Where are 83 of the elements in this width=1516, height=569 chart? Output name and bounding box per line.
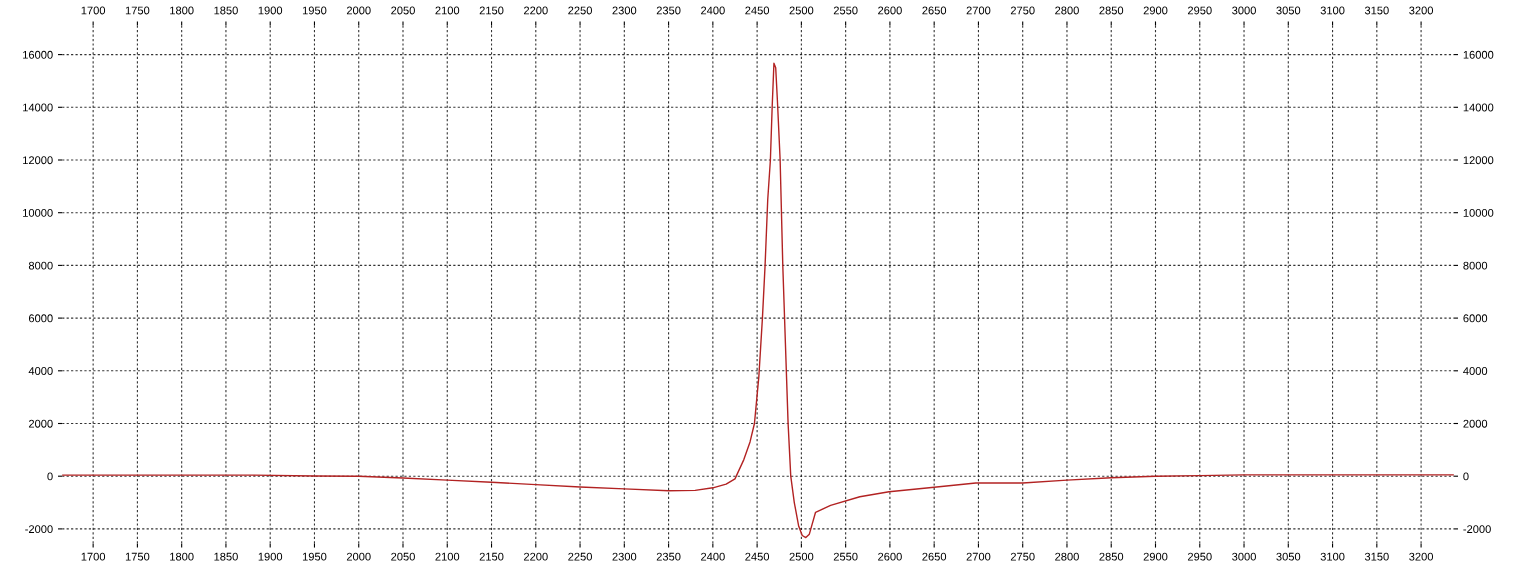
y-tick-label: 4000 — [28, 367, 53, 375]
x2-tick-label: 3100 — [1320, 6, 1345, 15]
x-tick-label: 1950 — [302, 552, 327, 561]
x-tick-label: 2900 — [1143, 552, 1168, 561]
x-tick-label: 2250 — [568, 552, 592, 561]
x2-tick-label: 2500 — [789, 6, 814, 15]
y2-tick-label: 6000 — [1463, 314, 1488, 323]
x2-tick-label: 1700 — [81, 6, 106, 15]
x2-tick-label: 2200 — [523, 6, 548, 15]
x-tick-label: 2100 — [435, 552, 460, 561]
y2-tick-label: 4000 — [1463, 367, 1488, 375]
x2-tick-label: 2600 — [878, 6, 902, 15]
x2-tick-label: 2000 — [346, 6, 371, 15]
x-tick-label: 2300 — [612, 552, 637, 561]
y-tick-label: -2000 — [25, 525, 53, 534]
x-tick-label: 1800 — [170, 552, 194, 561]
x-tick-label: 2550 — [833, 552, 858, 561]
x-tick-label: 3150 — [1364, 552, 1389, 561]
x-tick-label: 2700 — [966, 552, 991, 561]
y2-tick-label: 16000 — [1463, 50, 1494, 59]
x-tick-label: 1900 — [258, 552, 283, 561]
y2-tick-label: 14000 — [1463, 103, 1494, 112]
x-tick-label: 2150 — [479, 552, 504, 561]
x-tick-label: 2000 — [346, 552, 371, 561]
x2-tick-label: 2350 — [656, 6, 681, 15]
x-tick-label: 1850 — [214, 552, 238, 561]
y2-tick-label: 10000 — [1463, 208, 1494, 217]
y-tick-label: 16000 — [23, 50, 53, 59]
x2-tick-label: 1850 — [214, 6, 238, 15]
x2-tick-label: 2950 — [1187, 6, 1212, 15]
x-tick-label: 2200 — [523, 552, 548, 561]
x2-tick-label: 2100 — [435, 6, 460, 15]
x2-tick-label: 2700 — [966, 6, 991, 15]
x2-tick-label: 2450 — [745, 6, 770, 15]
x2-tick-label: 1950 — [302, 6, 327, 15]
x-tick-label: 2650 — [922, 552, 947, 561]
x2-tick-label: 2150 — [479, 6, 504, 15]
x-tick-label: 2400 — [701, 552, 725, 561]
x2-tick-label: 3200 — [1409, 6, 1434, 15]
x-tick-label: 3050 — [1276, 552, 1301, 561]
y-tick-label: 8000 — [28, 261, 53, 270]
x-tick-label: 2050 — [391, 552, 415, 561]
y2-tick-label: -2000 — [1463, 525, 1491, 534]
x-tick-label: 3200 — [1409, 552, 1434, 561]
y-tick-label: 6000 — [28, 314, 53, 323]
x-tick-label: 2350 — [656, 552, 681, 561]
x2-tick-label: 2850 — [1099, 6, 1124, 15]
x-tick-label: 2800 — [1055, 552, 1079, 561]
y2-tick-label: 8000 — [1463, 261, 1488, 270]
y2-tick-label: 2000 — [1463, 419, 1488, 428]
x-tick-label: 2500 — [789, 552, 814, 561]
y-tick-label: 2000 — [28, 419, 53, 428]
x2-tick-label: 2300 — [612, 6, 637, 15]
x2-tick-label: 2400 — [701, 6, 725, 15]
x2-tick-label: 1750 — [125, 6, 150, 15]
x2-tick-label: 2550 — [833, 6, 858, 15]
x2-tick-label: 2250 — [568, 6, 592, 15]
x2-tick-label: 3000 — [1232, 6, 1256, 15]
x-tick-label: 2750 — [1010, 552, 1035, 561]
x-tick-label: 2850 — [1099, 552, 1124, 561]
x2-tick-label: 2750 — [1010, 6, 1035, 15]
x2-tick-label: 1900 — [258, 6, 283, 15]
x2-tick-label: 3150 — [1364, 6, 1389, 15]
x2-tick-label: 2800 — [1055, 6, 1079, 15]
x-tick-label: 2950 — [1187, 552, 1212, 561]
x2-tick-label: 2650 — [922, 6, 947, 15]
x-tick-label: 3100 — [1320, 552, 1345, 561]
x-tick-label: 3000 — [1232, 552, 1256, 561]
y2-tick-label: 0 — [1463, 472, 1469, 481]
y-tick-label: 12000 — [23, 156, 53, 165]
x2-tick-label: 2900 — [1143, 6, 1168, 15]
x2-tick-label: 1800 — [170, 6, 194, 15]
x2-tick-label: 2050 — [391, 6, 415, 15]
x-tick-label: 2600 — [878, 552, 902, 561]
y2-tick-label: 12000 — [1463, 156, 1494, 165]
line-series — [62, 62, 1454, 539]
x-tick-label: 1750 — [125, 552, 150, 561]
x-tick-label: 1700 — [81, 552, 106, 561]
y-tick-label: 14000 — [23, 103, 53, 112]
x-tick-label: 2450 — [745, 552, 770, 561]
y-tick-label: 0 — [47, 472, 53, 481]
y-tick-label: 10000 — [23, 208, 53, 217]
x2-tick-label: 3050 — [1276, 6, 1301, 15]
